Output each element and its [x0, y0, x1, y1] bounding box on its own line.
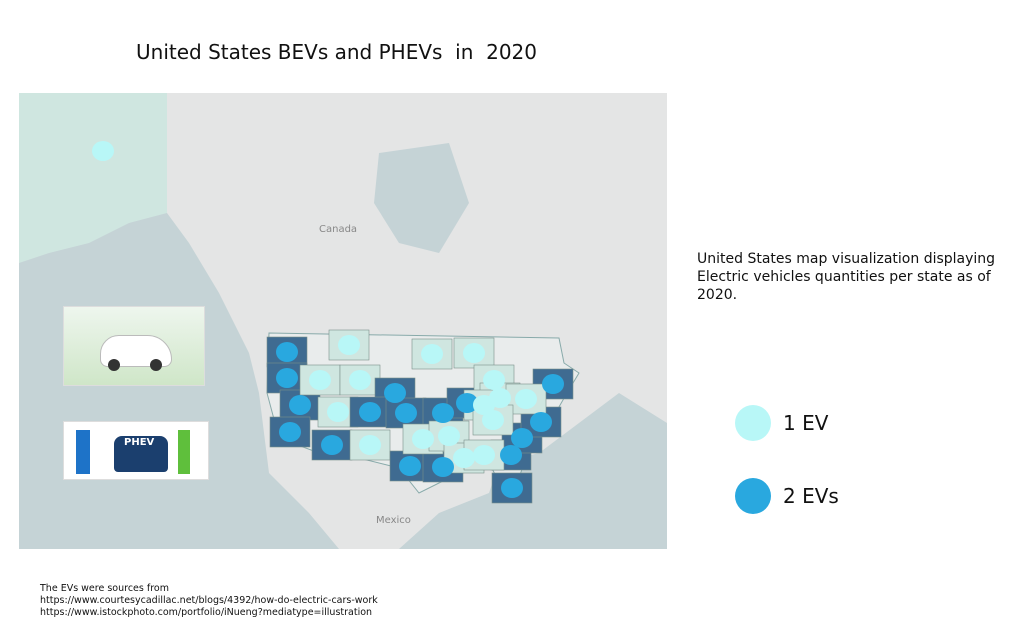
ev-marker-il[interactable]: [456, 393, 478, 413]
ev-marker-fl[interactable]: [501, 478, 523, 498]
ev-marker-ky[interactable]: [482, 410, 504, 430]
sources: The EVs were sources from https://www.co…: [40, 583, 378, 619]
ev-marker-az[interactable]: [321, 435, 343, 455]
ev-marker-ak[interactable]: [92, 141, 114, 161]
ev-marker-mi[interactable]: [483, 370, 505, 390]
legend-swatch: [735, 405, 771, 441]
alaska-region: [19, 93, 167, 263]
us-ev-map[interactable]: Canada Mexico: [19, 93, 667, 549]
legend-swatch: [735, 478, 771, 514]
ev-marker-al[interactable]: [473, 445, 495, 465]
phev-car-image: PHEV: [63, 421, 209, 480]
legend-label: 2 EVs: [783, 484, 839, 508]
sources-heading: The EVs were sources from: [40, 583, 169, 594]
ev-marker-nm[interactable]: [359, 435, 381, 455]
ev-markers: [92, 141, 564, 498]
ev-marker-ut[interactable]: [327, 402, 349, 422]
ev-marker-in[interactable]: [473, 395, 495, 415]
source-link[interactable]: https://www.istockphoto.com/portfolio/iN…: [40, 607, 373, 618]
source-link[interactable]: https://www.courtesycadillac.net/blogs/4…: [40, 595, 378, 606]
page-title: United States BEVs and PHEVs in 2020: [136, 40, 537, 64]
ev-marker-sc[interactable]: [500, 445, 522, 465]
ev-marker-ny[interactable]: [542, 374, 564, 394]
ev-marker-ks[interactable]: [395, 403, 417, 423]
ev-marker-ms[interactable]: [453, 448, 475, 468]
legend-two-evs: 2 EVs: [735, 478, 839, 514]
ev-marker-pa[interactable]: [515, 389, 537, 409]
map-description: United States map visualization displayi…: [697, 251, 996, 303]
ev-marker-ne[interactable]: [384, 383, 406, 403]
ev-marker-wy[interactable]: [349, 370, 371, 390]
ev-marker-ar[interactable]: [438, 426, 460, 446]
bev-car-image: [63, 306, 205, 386]
greenland-land: [539, 93, 667, 203]
ev-marker-ca[interactable]: [279, 422, 301, 442]
ev-marker-nc[interactable]: [511, 428, 533, 448]
hudson-bay: [374, 143, 469, 253]
ev-marker-co[interactable]: [359, 402, 381, 422]
legend-one-ev: 1 EV: [735, 405, 828, 441]
canada-label: Canada: [319, 224, 357, 235]
mexico-label: Mexico: [376, 515, 411, 526]
ev-marker-mo[interactable]: [432, 403, 454, 423]
legend-label: 1 EV: [783, 411, 829, 435]
ev-marker-or[interactable]: [276, 368, 298, 388]
ev-marker-wa[interactable]: [276, 342, 298, 362]
ev-marker-tx[interactable]: [399, 456, 421, 476]
ev-marker-va[interactable]: [530, 412, 552, 432]
ev-marker-la[interactable]: [432, 457, 454, 477]
ev-marker-id[interactable]: [309, 370, 331, 390]
phev-badge: PHEV: [124, 437, 155, 448]
ev-marker-mt[interactable]: [338, 335, 360, 355]
ev-marker-nv[interactable]: [289, 395, 311, 415]
ev-marker-wi[interactable]: [463, 343, 485, 363]
ev-marker-mn[interactable]: [421, 344, 443, 364]
ev-marker-ok[interactable]: [412, 429, 434, 449]
